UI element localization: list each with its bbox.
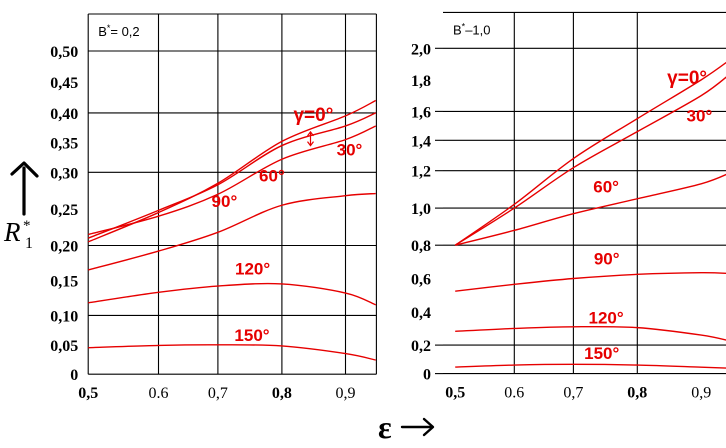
svg-text:0,9: 0,9 [336,385,356,402]
svg-text:0,5: 0,5 [78,385,98,402]
svg-text:30°: 30° [337,140,363,159]
svg-text:0,20: 0,20 [50,239,78,256]
svg-text:0,6: 0,6 [411,272,431,289]
svg-text:0,45: 0,45 [50,75,78,92]
svg-text:0,7: 0,7 [563,385,583,402]
svg-text:60°: 60° [593,178,619,197]
svg-text:60°: 60° [259,167,285,186]
svg-text:B*= 0,2: B*= 0,2 [98,23,139,39]
svg-text:150°: 150° [234,326,269,345]
svg-text:1,4: 1,4 [411,133,431,150]
svg-text:0,9: 0,9 [691,385,711,402]
svg-text:R: R [3,217,21,247]
svg-text:0,8: 0,8 [272,385,292,402]
svg-text:1,6: 1,6 [411,104,431,121]
svg-text:0,8: 0,8 [411,238,431,255]
svg-text:0: 0 [423,367,431,384]
svg-text:120°: 120° [235,260,270,279]
svg-text:0,50: 0,50 [50,44,78,61]
svg-text:1,8: 1,8 [411,73,431,90]
svg-text:2,0: 2,0 [411,41,431,58]
svg-text:0,5: 0,5 [445,385,465,402]
svg-text:ε: ε [378,409,392,445]
svg-text:0,40: 0,40 [50,106,78,123]
svg-text:90°: 90° [212,192,238,211]
svg-text:0.6: 0.6 [504,385,524,402]
svg-text:90°: 90° [594,249,620,268]
svg-text:150°: 150° [584,344,619,363]
svg-text:0,35: 0,35 [50,136,78,153]
svg-text:B*–1,0: B*–1,0 [453,21,491,37]
svg-text:0,2: 0,2 [411,338,431,355]
svg-text:120°: 120° [589,309,624,328]
svg-text:0,10: 0,10 [50,308,78,325]
svg-text:30°: 30° [687,107,713,126]
svg-text:0,7: 0,7 [208,385,228,402]
svg-text:γ=0°: γ=0° [667,68,707,89]
svg-text:1,0: 1,0 [411,201,431,218]
svg-text:1: 1 [25,235,33,252]
svg-text:γ=0°: γ=0° [293,105,333,126]
svg-text:0,30: 0,30 [50,165,78,182]
svg-text:0,4: 0,4 [411,305,431,322]
svg-text:0,25: 0,25 [50,202,78,219]
svg-text:0,15: 0,15 [50,273,78,290]
svg-text:0,8: 0,8 [627,385,647,402]
svg-text:0: 0 [70,367,78,384]
svg-text:0,05: 0,05 [50,338,78,355]
svg-text:*: * [23,218,31,234]
svg-text:1,2: 1,2 [411,164,431,181]
svg-text:0.6: 0.6 [149,385,169,402]
